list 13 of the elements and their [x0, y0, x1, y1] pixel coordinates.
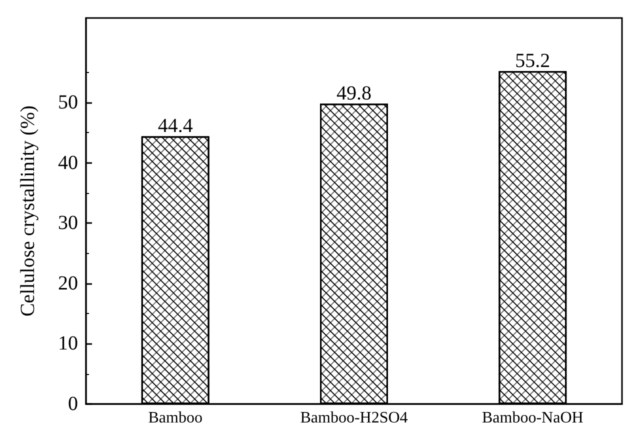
y-tick-label: 40 [58, 152, 78, 174]
y-tick-label: 10 [58, 332, 78, 355]
data-label: 49.8 [336, 82, 372, 105]
data-label: 55.2 [515, 50, 550, 72]
y-axis-title: Cellulose crystallinity (%) [17, 105, 39, 317]
y-tick-label: 0 [68, 393, 78, 415]
y-tick-label: 20 [58, 272, 78, 294]
y-tick-label: 50 [58, 91, 78, 114]
x-tick-label: Bamboo [148, 410, 202, 426]
data-label: 44.4 [158, 115, 193, 138]
x-tick-label: Bamboo-NaOH [482, 410, 584, 426]
x-tick-label: Bamboo-H2SO4 [300, 410, 408, 426]
y-tick-label: 30 [58, 212, 78, 234]
